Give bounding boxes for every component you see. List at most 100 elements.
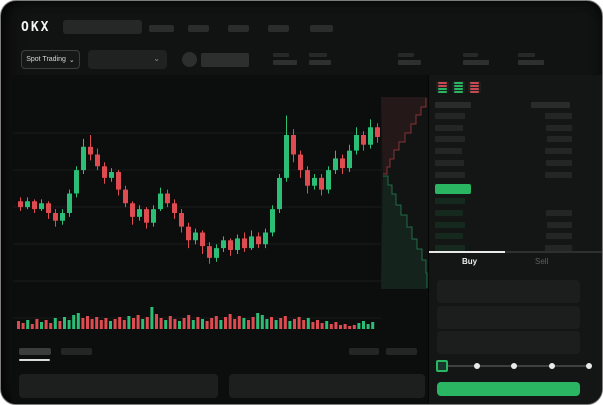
volume-bar: [343, 324, 347, 329]
volume-bar: [283, 316, 287, 329]
price-column-header: [435, 102, 471, 108]
chart-area[interactable]: [11, 75, 428, 404]
book-bids-icon[interactable]: [452, 81, 465, 93]
candle-body: [130, 203, 135, 217]
nav-item[interactable]: [310, 25, 333, 32]
volume-bar: [270, 317, 273, 329]
volume-bar: [122, 320, 126, 329]
volume-bar: [109, 321, 112, 329]
nav-item[interactable]: [228, 25, 249, 32]
total-field[interactable]: [437, 331, 580, 354]
stat-value: [273, 60, 297, 65]
candle-body: [249, 236, 254, 249]
chart-bottom-tab[interactable]: [19, 348, 51, 355]
depth-bids-area: [381, 176, 427, 289]
volume-bar: [247, 320, 250, 329]
book-icon-bar: [470, 90, 479, 93]
volume-bar: [104, 318, 108, 329]
buy-button[interactable]: [437, 382, 580, 396]
chevron-down-icon: ⌄: [153, 54, 160, 63]
candle-body: [109, 172, 114, 178]
candle-body: [305, 170, 310, 186]
volume-bar: [35, 319, 39, 329]
volume-bar: [145, 317, 149, 329]
stat-label: [273, 53, 289, 57]
market-type-label: Spot Trading: [26, 56, 66, 63]
bid-price-bar: [435, 198, 465, 204]
volume-bar: [251, 317, 255, 329]
candle-body: [172, 203, 177, 213]
candlestick-chart: [13, 115, 381, 329]
volume-bar: [150, 307, 154, 329]
book-combined-icon[interactable]: [436, 81, 449, 93]
volume-bar: [265, 319, 269, 329]
candle-body: [39, 203, 44, 210]
tab-sell[interactable]: Sell: [535, 257, 549, 266]
candle-body: [186, 226, 191, 241]
stat-label: [398, 53, 414, 57]
volume-bar: [168, 316, 172, 329]
stat-label: [463, 53, 478, 57]
slider-step-dot[interactable]: [511, 363, 517, 369]
bid-amount-bar: [547, 221, 572, 228]
volume-bar: [159, 318, 163, 329]
price-field[interactable]: [437, 280, 580, 303]
candle-body: [361, 135, 366, 145]
candle-body: [53, 213, 58, 221]
ask-amount-bar: [546, 124, 572, 131]
stat-value: [398, 60, 421, 65]
ticker-stat: [518, 53, 544, 65]
amount-field[interactable]: [437, 305, 580, 329]
bid-price-bar: [435, 221, 465, 228]
volume-bar: [237, 316, 241, 329]
volume-bar: [49, 323, 53, 329]
ask-price-bar: [435, 113, 465, 119]
orderbook-trade-panel: Buy Sell: [428, 75, 602, 404]
volume-bar: [72, 315, 76, 329]
volume-bar: [187, 315, 191, 329]
bid-amount-bar: [545, 245, 572, 252]
volume-bar: [329, 324, 333, 329]
book-icon-bar: [454, 87, 463, 90]
volume-bar: [67, 320, 71, 329]
ask-price-bar: [435, 148, 462, 155]
nav-item[interactable]: [268, 25, 289, 32]
chart-bottom-item[interactable]: [386, 348, 417, 355]
candle-body: [235, 238, 240, 251]
candle-body: [228, 240, 233, 251]
nav-item[interactable]: [149, 25, 174, 32]
candle-body: [32, 201, 37, 210]
chevron-down-icon: ⌄: [68, 56, 75, 64]
book-asks-icon[interactable]: [468, 81, 481, 93]
chart-bottom-tab[interactable]: [61, 348, 92, 355]
slider-handle[interactable]: [436, 360, 448, 372]
slider-step-dot[interactable]: [473, 363, 480, 369]
ask-amount-bar: [545, 148, 572, 155]
candle-body: [60, 213, 65, 221]
candle-body: [326, 170, 331, 190]
volume-bar: [293, 319, 296, 329]
volume-bar: [320, 323, 324, 329]
volume-bar: [362, 321, 365, 329]
bottom-panel: [229, 374, 425, 398]
search-input[interactable]: [63, 20, 142, 34]
ask-amount-bar: [545, 171, 572, 178]
volume-bar: [178, 321, 181, 329]
bid-amount-bar: [546, 209, 572, 216]
ticker-stat: [463, 53, 489, 65]
pair-select-dropdown[interactable]: ⌄: [88, 50, 167, 69]
volume-bar: [219, 320, 223, 329]
volume-bar: [40, 322, 43, 329]
slider-step-dot[interactable]: [586, 363, 592, 369]
volume-bar: [127, 316, 131, 329]
nav-item[interactable]: [188, 25, 209, 32]
tab-buy[interactable]: Buy: [462, 257, 478, 266]
market-type-dropdown[interactable]: Spot Trading ⌄: [21, 50, 80, 69]
chart-bottom-item[interactable]: [349, 348, 379, 355]
candle-body: [298, 154, 303, 171]
candle-body: [165, 193, 170, 204]
volume-bar: [44, 320, 48, 329]
slider-step-dot[interactable]: [548, 363, 555, 369]
volume-bar: [306, 318, 310, 329]
